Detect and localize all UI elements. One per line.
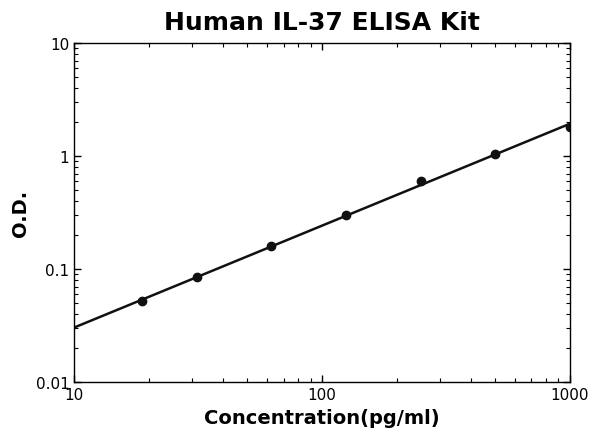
Point [416, 178, 425, 185]
Title: Human IL-37 ELISA Kit: Human IL-37 ELISA Kit [164, 11, 480, 35]
Point [266, 243, 276, 250]
Y-axis label: O.D.: O.D. [11, 190, 30, 237]
Point [137, 298, 146, 305]
Point [490, 151, 500, 158]
Point [341, 212, 351, 219]
Point [192, 274, 202, 281]
Point [565, 124, 574, 131]
X-axis label: Concentration(pg/ml): Concentration(pg/ml) [204, 408, 440, 427]
